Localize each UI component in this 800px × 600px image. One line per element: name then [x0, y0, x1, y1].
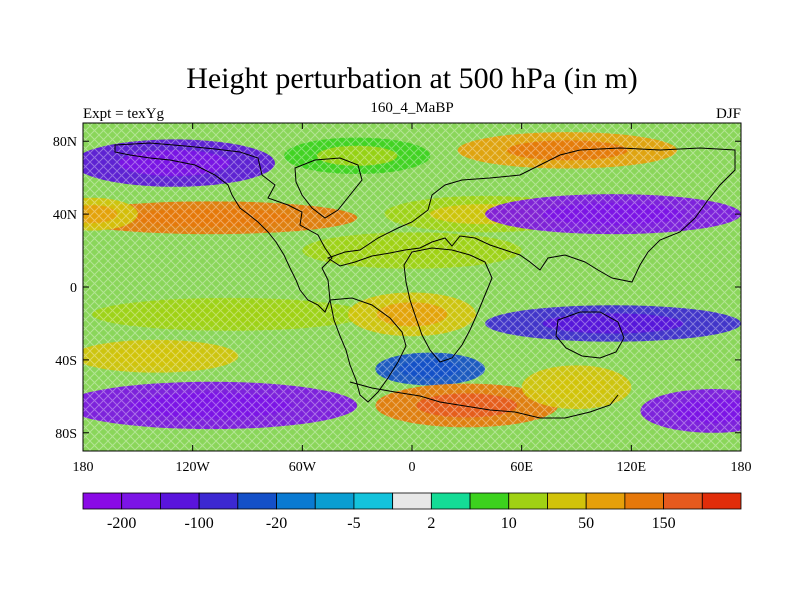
colorbar-swatch [585, 492, 626, 510]
latitude-axis: 80N 40N 0 40S 80S [53, 135, 741, 442]
colorbar-swatch [392, 492, 432, 510]
lon-tick-label: 60W [289, 460, 317, 475]
right-label: DJF [716, 106, 741, 122]
lat-tick-label: 40N [53, 208, 77, 223]
center-label: 160_4_MaBP [370, 100, 453, 116]
lat-tick-label: 0 [70, 281, 77, 296]
coastline-south-america [329, 297, 407, 403]
colorbar-label: 150 [652, 515, 676, 532]
colorbar-label: 10 [501, 515, 517, 532]
colorbar-label: 50 [578, 515, 594, 532]
coastline-australia [555, 311, 625, 359]
coastline-africa [403, 247, 493, 363]
colorbar-swatch [160, 492, 200, 510]
lon-tick-label: 180 [731, 460, 752, 475]
colorbar-swatch [701, 492, 742, 510]
colorbar-swatch [314, 492, 355, 510]
colorbar-swatch [508, 492, 548, 510]
left-label: Expt = texYg [83, 106, 164, 122]
coastline-north-america [114, 142, 333, 313]
colorbar-swatch [547, 492, 587, 510]
colorbar-swatch [82, 492, 123, 510]
coastline-eurasia [326, 147, 736, 283]
colorbar-swatch [121, 492, 161, 510]
longitude-axis: 180 120W 60W 0 60E 120E 180 [73, 123, 752, 475]
coastlines [114, 142, 736, 419]
lon-tick-label: 60E [510, 460, 533, 475]
lat-tick-label: 80S [55, 427, 77, 442]
lon-tick-label: 180 [73, 460, 94, 475]
lon-tick-label: 0 [409, 460, 416, 475]
coastline-antarctica [349, 381, 619, 419]
colorbar-swatch [430, 492, 471, 510]
colorbar-swatch [353, 492, 394, 510]
lat-tick-label: 40S [55, 354, 77, 369]
hatch-overlay [83, 123, 741, 451]
colorbar-label: -100 [184, 515, 213, 532]
colorbar-swatch [469, 492, 510, 510]
colorbar: -200 -100 -20 -5 2 10 50 150 [82, 492, 742, 532]
colorbar-label: 2 [427, 515, 435, 532]
colorbar-swatch [237, 492, 277, 510]
lon-tick-label: 120E [617, 460, 647, 475]
plot-title: Height perturbation at 500 hPa (in m) [186, 62, 638, 95]
colorbar-label: -20 [266, 515, 287, 532]
colorbar-label: -5 [347, 515, 360, 532]
colorbar-swatch [663, 492, 703, 510]
colorbar-swatch [198, 492, 239, 510]
colorbar-label: -200 [107, 515, 136, 532]
colorbar-swatch [624, 492, 664, 510]
lon-tick-label: 120W [176, 460, 211, 475]
coastline-greenland [294, 157, 363, 219]
lat-tick-label: 80N [53, 135, 77, 150]
map-area [83, 123, 741, 451]
colorbar-swatch [276, 492, 316, 510]
